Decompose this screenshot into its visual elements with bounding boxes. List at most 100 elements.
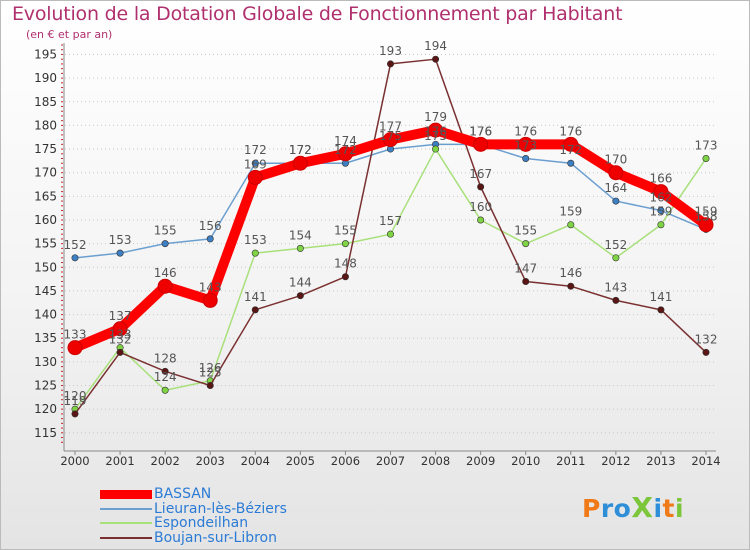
legend-item: Espondeilhan xyxy=(100,515,360,531)
x-tick-label: 2012 xyxy=(601,454,630,468)
data-label: 120 xyxy=(64,389,87,403)
y-tick-label: 145 xyxy=(34,284,57,298)
data-label: 155 xyxy=(154,224,177,238)
data-point xyxy=(116,249,124,257)
y-tick-label: 185 xyxy=(34,95,57,109)
data-point xyxy=(522,155,530,163)
data-label: 125 xyxy=(199,366,222,380)
data-point xyxy=(296,244,304,252)
data-point xyxy=(71,254,79,262)
data-label: 152 xyxy=(64,238,87,252)
y-tick-label: 170 xyxy=(34,166,57,180)
legend-swatch xyxy=(100,536,152,539)
data-point xyxy=(341,273,349,281)
data-label: 154 xyxy=(289,228,312,242)
data-label: 167 xyxy=(469,167,492,181)
data-point xyxy=(247,169,263,185)
data-point xyxy=(161,386,169,394)
data-point xyxy=(206,235,214,243)
data-label: 193 xyxy=(379,44,402,58)
y-tick-label: 135 xyxy=(34,331,57,345)
data-point xyxy=(477,216,485,224)
x-tick-label: 2007 xyxy=(376,454,405,468)
y-tick-label: 150 xyxy=(34,260,57,274)
data-point xyxy=(383,132,398,148)
data-label: 143 xyxy=(199,280,222,294)
data-point xyxy=(337,146,353,162)
data-label: 170 xyxy=(604,153,627,167)
data-label: 172 xyxy=(244,143,267,157)
data-label: 159 xyxy=(695,205,718,219)
legend-swatch xyxy=(100,522,152,524)
data-label: 175 xyxy=(379,129,402,143)
data-label: 176 xyxy=(514,124,537,138)
data-point xyxy=(518,136,534,152)
data-label: 137 xyxy=(109,309,132,323)
data-label: 152 xyxy=(604,238,627,252)
chart-legend: BASSAN Lieuran-lès-Béziers Espondeilhan Bou… xyxy=(100,486,360,546)
data-point xyxy=(567,282,575,290)
data-label: 172 xyxy=(559,143,582,157)
data-label: 162 xyxy=(649,191,672,205)
data-point xyxy=(432,55,440,63)
data-point xyxy=(657,221,665,229)
y-tick-label: 190 xyxy=(34,71,57,85)
legend-swatch xyxy=(100,489,152,499)
data-label: 147 xyxy=(514,261,537,275)
data-point xyxy=(157,278,173,294)
data-point xyxy=(341,240,349,248)
data-label: 176 xyxy=(469,124,492,138)
data-point xyxy=(522,240,530,248)
data-point xyxy=(292,155,308,171)
data-label: 146 xyxy=(559,266,582,280)
y-tick-label: 120 xyxy=(34,402,57,416)
data-point xyxy=(161,367,169,375)
data-point xyxy=(612,296,620,304)
data-point xyxy=(653,184,669,200)
data-label: 164 xyxy=(604,181,627,195)
chart-subtitle: (en € et par an) xyxy=(26,28,113,41)
data-label: 177 xyxy=(379,120,402,134)
data-label: 175 xyxy=(424,129,447,143)
x-tick-label: 2008 xyxy=(421,454,450,468)
data-label: 153 xyxy=(109,233,132,247)
data-point xyxy=(563,136,579,152)
legend-label: BASSAN xyxy=(154,486,212,502)
data-label: 174 xyxy=(334,134,357,148)
data-point xyxy=(477,183,485,191)
data-point xyxy=(296,292,304,300)
data-point xyxy=(608,165,624,181)
legend-item: Boujan-sur-Libron xyxy=(100,530,360,546)
data-label: 143 xyxy=(604,280,627,294)
data-point xyxy=(428,122,444,138)
x-tick-label: 2003 xyxy=(196,454,225,468)
y-tick-label: 115 xyxy=(34,426,57,440)
data-point xyxy=(657,306,665,314)
data-point xyxy=(206,382,214,390)
data-point xyxy=(473,136,489,152)
data-label: 132 xyxy=(109,332,132,346)
x-tick-label: 2001 xyxy=(105,454,134,468)
data-point xyxy=(71,410,79,418)
y-tick-label: 130 xyxy=(34,355,57,369)
data-label: 194 xyxy=(424,39,447,53)
data-label: 133 xyxy=(64,328,87,342)
data-point xyxy=(386,60,394,68)
x-tick-label: 2005 xyxy=(286,454,315,468)
x-tick-label: 2014 xyxy=(691,454,720,468)
data-label: 128 xyxy=(154,351,177,365)
data-point xyxy=(657,207,665,215)
data-label: 141 xyxy=(649,290,672,304)
data-label: 172 xyxy=(334,143,357,157)
y-tick-label: 140 xyxy=(34,308,57,322)
data-label: 176 xyxy=(559,124,582,138)
data-point xyxy=(567,221,575,229)
data-label: 173 xyxy=(514,139,537,153)
data-point xyxy=(698,217,714,233)
data-point xyxy=(116,348,124,356)
data-label: 155 xyxy=(514,224,537,238)
data-label: 144 xyxy=(289,276,312,290)
legend-label: Lieuran-lès-Béziers xyxy=(154,500,287,517)
